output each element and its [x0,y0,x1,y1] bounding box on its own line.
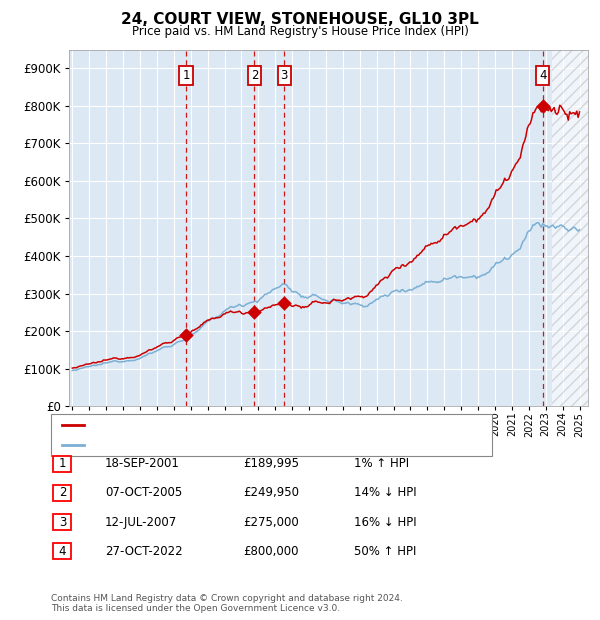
Text: 12-JUL-2007: 12-JUL-2007 [105,516,177,528]
Text: 24, COURT VIEW, STONEHOUSE, GL10 3PL: 24, COURT VIEW, STONEHOUSE, GL10 3PL [121,12,479,27]
Text: This data is licensed under the Open Government Licence v3.0.: This data is licensed under the Open Gov… [51,603,340,613]
Point [181,330,191,340]
Text: 3: 3 [59,516,66,528]
Text: 1: 1 [59,458,66,470]
Point [280,298,289,308]
Text: 24, COURT VIEW, STONEHOUSE, GL10 3PL (detached house): 24, COURT VIEW, STONEHOUSE, GL10 3PL (de… [89,420,420,430]
Text: 2: 2 [251,69,258,82]
Text: 4: 4 [59,545,66,557]
Point [538,101,547,111]
Text: £189,995: £189,995 [243,458,299,470]
Text: Price paid vs. HM Land Registry's House Price Index (HPI): Price paid vs. HM Land Registry's House … [131,25,469,38]
Text: HPI: Average price, detached house, Stroud: HPI: Average price, detached house, Stro… [89,440,328,450]
Point [250,308,259,317]
Text: 1: 1 [182,69,190,82]
Text: 2: 2 [59,487,66,499]
Text: 3: 3 [281,69,288,82]
Text: £800,000: £800,000 [243,545,299,557]
Text: 1% ↑ HPI: 1% ↑ HPI [354,458,409,470]
Text: 16% ↓ HPI: 16% ↓ HPI [354,516,416,528]
Text: 14% ↓ HPI: 14% ↓ HPI [354,487,416,499]
Text: 50% ↑ HPI: 50% ↑ HPI [354,545,416,557]
Text: 27-OCT-2022: 27-OCT-2022 [105,545,182,557]
Text: 4: 4 [539,69,547,82]
Text: Contains HM Land Registry data © Crown copyright and database right 2024.: Contains HM Land Registry data © Crown c… [51,593,403,603]
Text: £275,000: £275,000 [243,516,299,528]
Bar [553,50,588,406]
Text: £249,950: £249,950 [243,487,299,499]
Text: 18-SEP-2001: 18-SEP-2001 [105,458,180,470]
Text: 07-OCT-2005: 07-OCT-2005 [105,487,182,499]
